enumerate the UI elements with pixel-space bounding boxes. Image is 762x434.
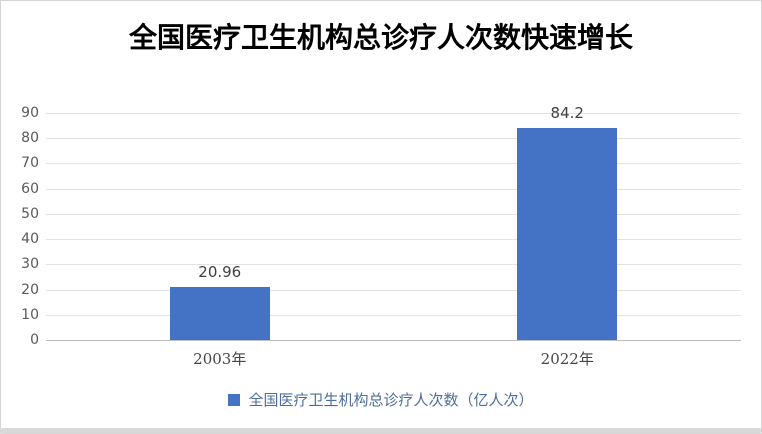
gridline xyxy=(46,188,741,190)
gridline xyxy=(46,113,741,114)
y-tick-label: 50 xyxy=(21,205,39,222)
gridline xyxy=(46,213,741,215)
bar-2022年 xyxy=(517,127,618,340)
x-axis-line xyxy=(46,340,741,341)
legend: 全国医疗卫生机构总诊疗人次数（亿人次） xyxy=(1,389,761,411)
gridline xyxy=(46,239,741,241)
y-tick-label: 20 xyxy=(21,281,39,298)
y-tick-label: 90 xyxy=(21,105,39,121)
y-tick-label: 30 xyxy=(21,256,39,273)
value-label: 20.96 xyxy=(198,263,242,282)
category-label: 2003年 xyxy=(193,350,247,368)
y-tick-label: 70 xyxy=(21,155,39,172)
legend-label: 全国医疗卫生机构总诊疗人次数（亿人次） xyxy=(248,391,534,409)
gridline xyxy=(46,163,741,165)
bar-2003年 xyxy=(169,287,270,340)
gridline xyxy=(46,314,741,316)
window-bottom-edge xyxy=(1,428,761,433)
y-tick-label: 80 xyxy=(21,130,39,147)
x-axis-labels: 2003年 2022年 xyxy=(46,348,741,368)
category-label: 2022年 xyxy=(540,350,594,368)
y-tick-label: 10 xyxy=(21,306,39,323)
plot-area: 20.96 84.2 xyxy=(46,105,741,341)
gridline xyxy=(46,138,741,140)
value-label: 84.2 xyxy=(550,103,584,122)
y-tick-label: 40 xyxy=(21,231,39,248)
gridline xyxy=(46,289,741,291)
gridline xyxy=(46,264,741,266)
chart-title: 全国医疗卫生机构总诊疗人次数快速增长 xyxy=(128,21,633,54)
y-tick-label: 60 xyxy=(21,180,39,197)
legend-swatch xyxy=(228,394,241,406)
y-tick-label: 0 xyxy=(30,332,39,348)
y-axis-labels: 0 10 20 30 40 50 60 70 80 90 xyxy=(1,106,39,347)
